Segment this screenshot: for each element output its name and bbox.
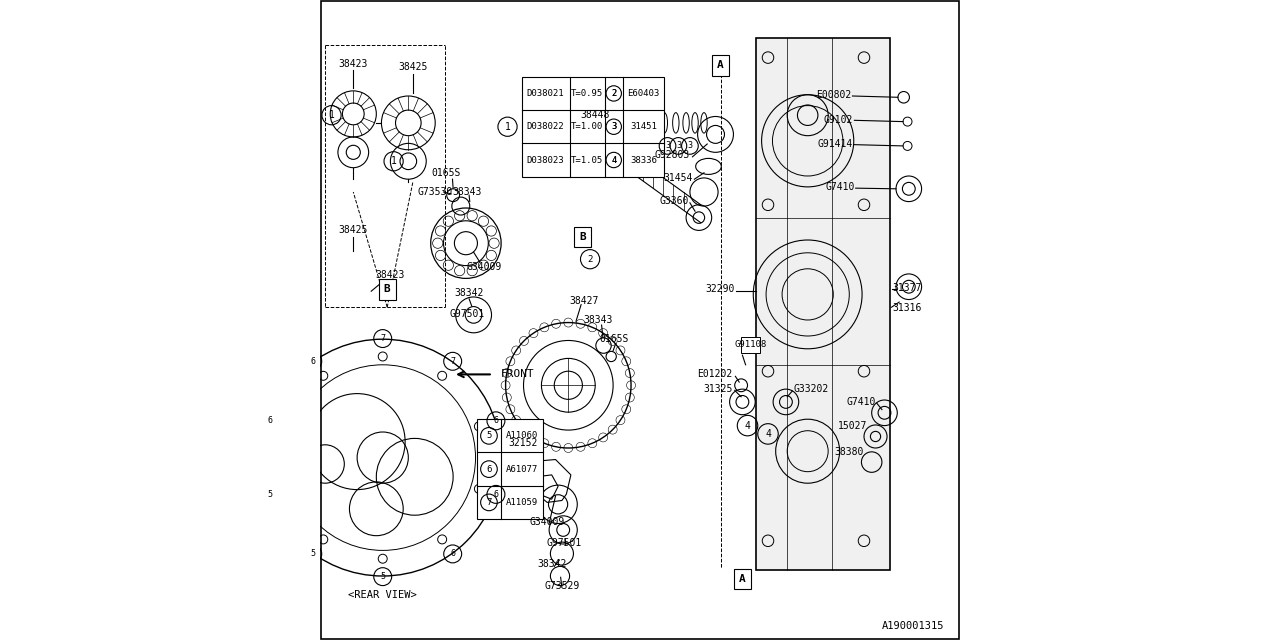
Text: 32152: 32152 (509, 438, 538, 448)
Text: G7410: G7410 (846, 397, 876, 407)
Text: E00802: E00802 (815, 90, 851, 100)
Text: 38425: 38425 (339, 225, 367, 236)
Text: 3: 3 (611, 122, 617, 131)
Bar (741, 337, 760, 353)
Text: T=1.00: T=1.00 (571, 122, 603, 131)
Bar (735, 569, 750, 589)
Text: 6: 6 (268, 416, 273, 426)
Text: 4: 4 (765, 429, 771, 439)
Bar (573, 227, 590, 247)
Text: 5: 5 (380, 572, 385, 581)
Text: 38425: 38425 (398, 62, 428, 72)
Text: 31325: 31325 (704, 384, 732, 394)
Text: 38427: 38427 (570, 296, 598, 306)
Text: 0165S: 0165S (600, 334, 628, 344)
Text: A11060: A11060 (506, 431, 538, 440)
Text: 2: 2 (611, 89, 617, 98)
Text: 0165S: 0165S (431, 168, 461, 178)
Bar (712, 55, 730, 76)
Text: 32290: 32290 (705, 284, 735, 294)
Text: A: A (739, 574, 746, 584)
Text: 6: 6 (486, 465, 492, 474)
Text: G97501: G97501 (547, 538, 582, 548)
Text: 6: 6 (310, 356, 315, 366)
Text: 3: 3 (612, 122, 616, 131)
Text: G92803: G92803 (654, 150, 690, 160)
Text: E01202: E01202 (696, 369, 732, 380)
Text: 1: 1 (504, 122, 511, 132)
Text: 38448: 38448 (581, 110, 609, 120)
Text: A61077: A61077 (506, 465, 538, 474)
Text: 38380: 38380 (835, 447, 864, 457)
Text: 7: 7 (380, 334, 385, 343)
Text: 38336: 38336 (630, 156, 657, 164)
Text: 7: 7 (486, 498, 492, 507)
Text: 4: 4 (611, 156, 617, 164)
Text: G73529: G73529 (544, 580, 580, 591)
Text: G33202: G33202 (794, 384, 829, 394)
Bar (477, 419, 543, 519)
Text: 31454: 31454 (663, 173, 692, 183)
Bar (379, 279, 396, 300)
Text: <REAR VIEW>: <REAR VIEW> (348, 590, 417, 600)
Text: 1: 1 (329, 110, 334, 120)
Text: G91108: G91108 (735, 340, 767, 349)
Text: 1: 1 (390, 156, 397, 166)
Text: 38343: 38343 (453, 187, 481, 197)
Text: 31316: 31316 (893, 303, 922, 314)
Text: B: B (384, 284, 390, 294)
Text: 3: 3 (666, 141, 669, 150)
Text: FRONT: FRONT (500, 369, 534, 380)
Text: 38342: 38342 (538, 559, 566, 570)
Text: 38423: 38423 (339, 59, 367, 69)
Text: 6: 6 (493, 490, 498, 499)
Text: 2: 2 (588, 255, 593, 264)
Text: 4: 4 (612, 156, 616, 164)
Text: D038021: D038021 (527, 89, 564, 98)
Text: G34009: G34009 (530, 516, 564, 527)
Text: T=0.95: T=0.95 (571, 89, 603, 98)
Text: 4: 4 (745, 420, 750, 431)
Text: A11059: A11059 (506, 498, 538, 507)
Text: D038023: D038023 (527, 156, 564, 164)
Text: 5: 5 (310, 549, 315, 559)
Text: 5: 5 (268, 490, 273, 499)
Text: D038022: D038022 (527, 122, 564, 131)
Text: G3360: G3360 (659, 196, 689, 206)
Bar (522, 77, 664, 177)
Text: 38423: 38423 (376, 270, 404, 280)
Text: 5: 5 (486, 431, 492, 440)
Text: A: A (717, 60, 724, 70)
Text: 38342: 38342 (454, 288, 484, 298)
Text: B: B (579, 232, 586, 242)
Text: 6: 6 (493, 416, 498, 426)
Text: G91414: G91414 (817, 139, 852, 149)
Text: 15027: 15027 (838, 420, 868, 431)
Text: 6: 6 (451, 549, 456, 559)
Text: G73530: G73530 (417, 187, 453, 197)
Text: 3: 3 (676, 141, 681, 150)
Text: G97501: G97501 (449, 308, 485, 319)
Text: A190001315: A190001315 (882, 621, 945, 631)
Text: 3: 3 (687, 141, 692, 150)
Text: 38343: 38343 (584, 315, 613, 325)
Text: 2: 2 (612, 89, 616, 98)
Text: G7410: G7410 (826, 182, 855, 192)
Text: E60403: E60403 (627, 89, 659, 98)
Text: T=1.05: T=1.05 (571, 156, 603, 164)
Bar (756, 38, 890, 570)
Text: 7: 7 (451, 356, 456, 366)
Text: 31377: 31377 (893, 283, 922, 293)
Text: 31451: 31451 (630, 122, 657, 131)
Text: G9102: G9102 (824, 115, 854, 125)
Text: G34009: G34009 (466, 262, 502, 272)
